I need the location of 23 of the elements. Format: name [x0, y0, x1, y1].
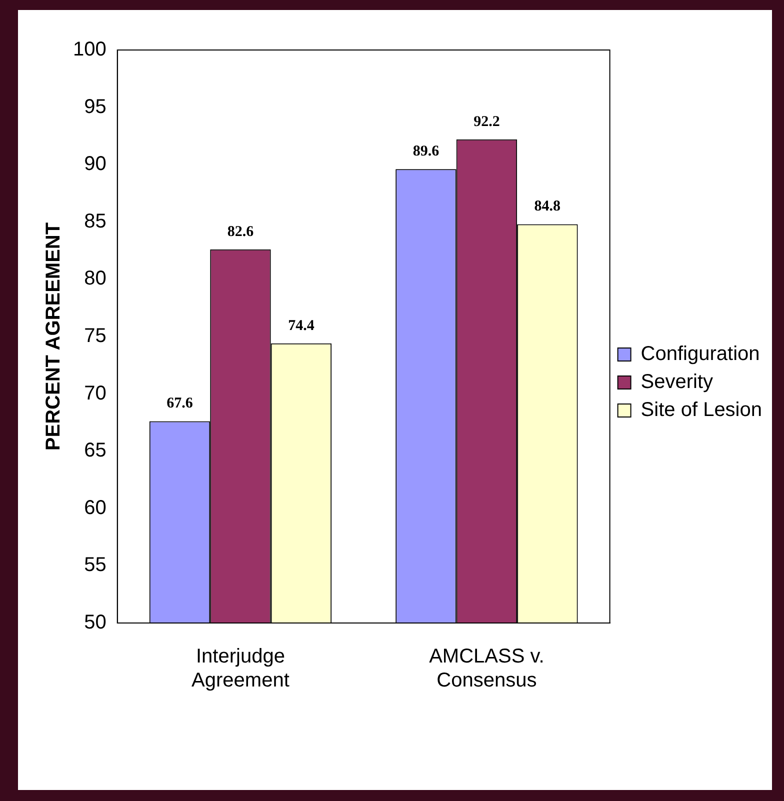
y-tick-label: 80	[84, 268, 106, 290]
y-tick-label: 95	[84, 96, 106, 118]
data-label: 84.8	[534, 198, 561, 215]
y-tick-label: 65	[84, 440, 106, 462]
y-tick-label: 55	[84, 554, 106, 576]
legend-label: Configuration	[640, 343, 760, 366]
y-tick-label: 50	[84, 612, 106, 634]
y-tick-label: 70	[84, 382, 106, 404]
data-label: 92.2	[474, 114, 500, 130]
y-tick-label: 100	[72, 38, 106, 61]
y-tick-label: 90	[84, 153, 106, 176]
data-label: 67.6	[166, 396, 194, 412]
y-axis-title: PERCENT AGREEMENT	[42, 222, 65, 451]
data-label: 82.6	[227, 224, 254, 240]
data-label: 89.6	[412, 144, 440, 160]
x-tick-label: Interjudge Agreement	[192, 646, 290, 692]
y-tick-label: 60	[84, 496, 106, 519]
legend-label: Site of Lesion	[640, 399, 762, 422]
y-tick-label: 85	[84, 210, 106, 232]
x-tick-label: AMCLASS v. Consensus	[429, 646, 544, 692]
data-label: 74.4	[288, 318, 315, 334]
legend-label: Severity	[640, 371, 714, 394]
y-tick-label: 75	[84, 325, 106, 348]
